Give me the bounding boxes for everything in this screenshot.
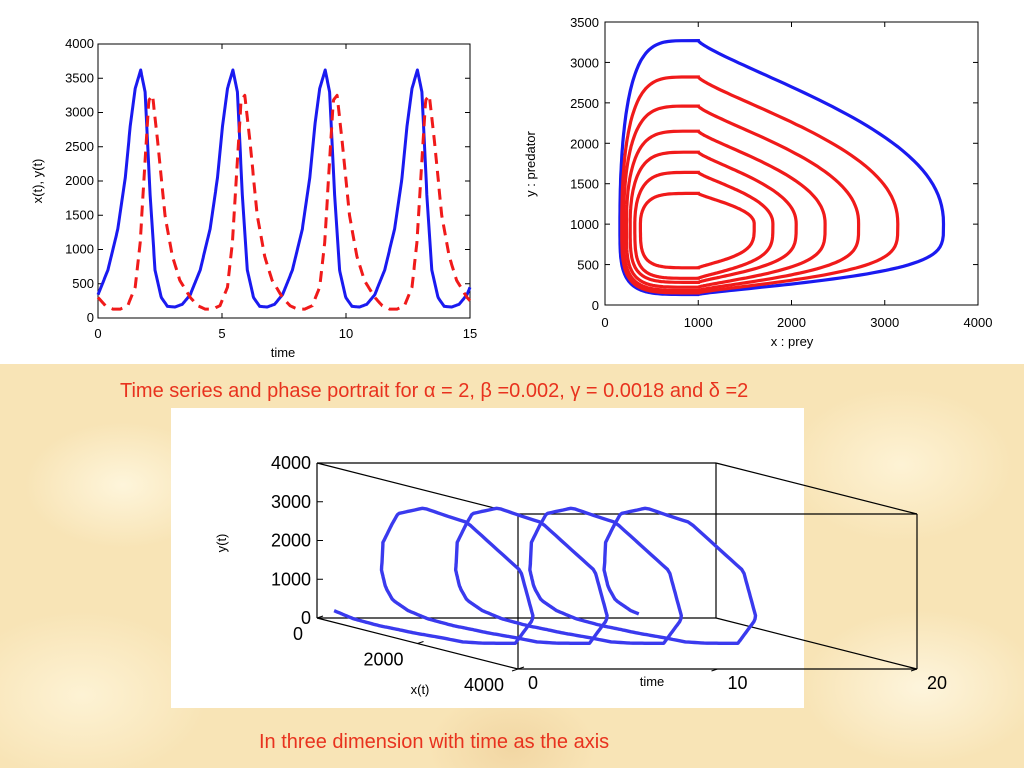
box-edge	[316, 462, 519, 515]
x-tick-label: 15	[463, 326, 477, 341]
x-tick-label: 0	[601, 315, 608, 330]
time-tick-mark	[511, 668, 519, 672]
y-axis-label: y : predator	[523, 130, 538, 196]
x-tick-mark	[316, 615, 324, 619]
x-tick-label: 3000	[870, 315, 899, 330]
y-tick-label: 1500	[65, 207, 94, 222]
trajectory-3d	[333, 506, 758, 645]
y-tick-label: 1000	[271, 569, 311, 589]
y-tick-label: 2000	[570, 136, 599, 151]
orbit-5	[633, 170, 775, 280]
y-tick-label: 0	[592, 298, 599, 313]
y-tick-label: 2500	[65, 139, 94, 154]
orbit-3	[624, 129, 827, 289]
time-tick-mark	[910, 668, 918, 672]
y-tick-label: 500	[577, 258, 599, 273]
x-tick-mark	[517, 666, 525, 670]
x-axis-label: x(t)	[411, 682, 430, 697]
y-axis-label: x(t), y(t)	[30, 159, 45, 204]
box-edge	[715, 462, 918, 515]
x-tick-label: 4000	[964, 315, 993, 330]
orbit-2	[622, 104, 861, 292]
orbit-0	[618, 38, 946, 297]
y-tick-label: 3500	[570, 15, 599, 30]
three-d-chart: 0 1000 2000 3000 4000 0 2000 4000 0 10 20 y(t) x(t…	[171, 408, 947, 708]
y-tick-label: 4000	[271, 453, 311, 473]
y-tick-label: 4000	[65, 36, 94, 51]
x-axis-label: time	[271, 345, 296, 360]
x-tick-label: 0	[94, 326, 101, 341]
y-tick-label: 3000	[65, 105, 94, 120]
phase-portrait-chart: 0 500 1000 1500 2000 2500 3000 3500 0 1000 2000 300…	[523, 15, 993, 349]
y-tick-label: 1000	[570, 217, 599, 232]
y-tick-label: 3000	[271, 492, 311, 512]
time-tick-label: 20	[927, 673, 947, 693]
y-tick-label: 0	[301, 608, 311, 628]
prey-series-line	[96, 68, 472, 309]
y-axis-label: y(t)	[214, 534, 229, 553]
y-tick-label: 3000	[570, 55, 599, 70]
x-tick-label: 5	[218, 326, 225, 341]
plot-frame	[97, 43, 471, 319]
x-axis-label: x : prey	[771, 334, 814, 349]
time-series-chart: 0 500 1000 1500 2000 2500 3000 3500 4000 0 5 10 15 t…	[30, 36, 477, 360]
x-tick-mark	[417, 641, 424, 644]
x-tick-label: 1000	[684, 315, 713, 330]
time-axis-label: time	[640, 674, 665, 689]
x-tick-label: 2000	[777, 315, 806, 330]
x-tick-label: 4000	[464, 675, 504, 695]
time-tick-label: 0	[528, 673, 538, 693]
time-tick-mark	[711, 668, 718, 672]
y-tick-label: 3500	[65, 70, 94, 85]
orbit-1	[620, 75, 900, 295]
caption-3d: In three dimension with time as the axis	[259, 731, 610, 753]
y-tick-label: 2000	[65, 173, 94, 188]
time-tick-label: 10	[728, 673, 748, 693]
y-tick-label: 1000	[65, 242, 94, 257]
y-tick-label: 0	[87, 310, 94, 325]
orbit-6	[638, 191, 756, 270]
y-tick-label: 2000	[271, 531, 311, 551]
y-tick-label: 1500	[570, 177, 599, 192]
plot-panel	[171, 408, 804, 708]
y-tick-label: 500	[72, 276, 94, 291]
orbit-4	[628, 150, 798, 284]
y-tick-label: 2500	[570, 96, 599, 111]
predator-series-line	[96, 93, 472, 311]
caption-parameters: Time series and phase portrait for α = 2…	[120, 380, 749, 402]
x-tick-label: 10	[339, 326, 353, 341]
x-tick-label: 2000	[363, 650, 403, 670]
x-tick-label: 0	[293, 624, 303, 644]
plot-frame	[604, 21, 979, 306]
